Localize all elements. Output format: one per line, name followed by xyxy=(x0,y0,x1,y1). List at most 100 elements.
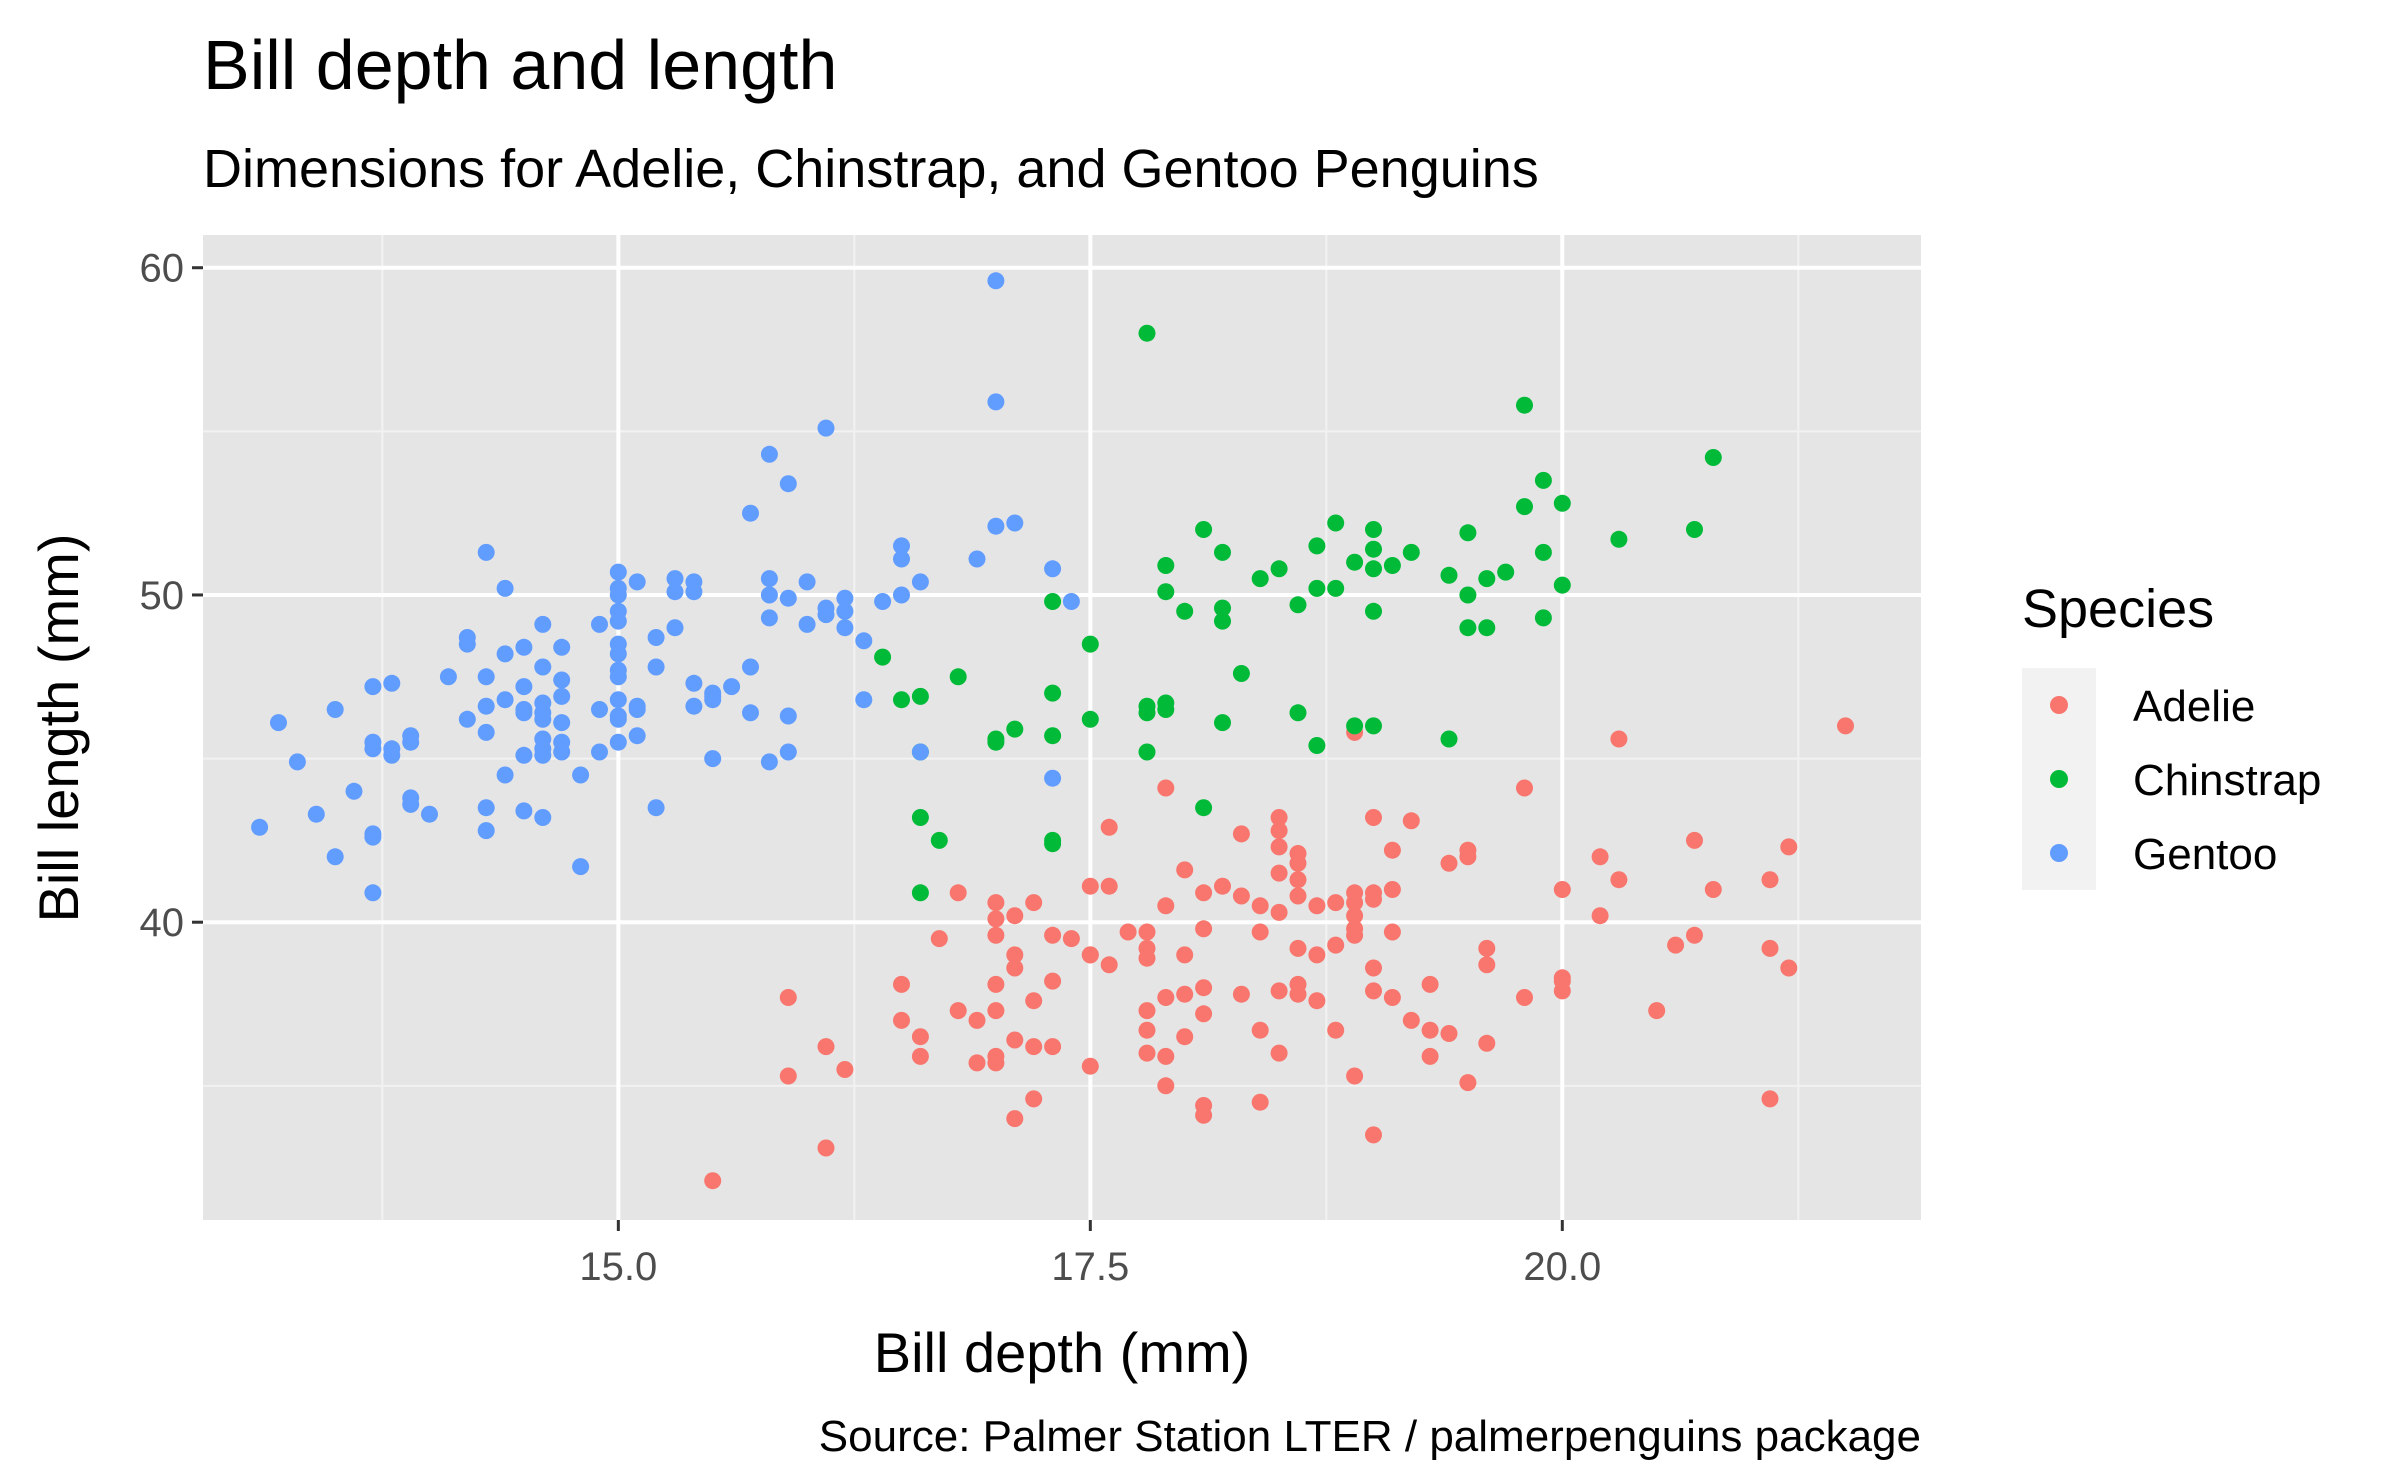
chinstrap-point-20 xyxy=(1138,704,1156,722)
gentoo-point-3 xyxy=(307,805,325,823)
gentoo-point-122 xyxy=(987,272,1005,290)
adelie-point-102 xyxy=(1346,894,1364,912)
gentoo-point-123 xyxy=(987,393,1005,411)
adelie-point-116 xyxy=(1761,939,1779,957)
chinstrap-point-30 xyxy=(1214,599,1231,617)
gentoo-point-105 xyxy=(798,573,816,591)
chinstrap-point-23 xyxy=(1157,583,1175,601)
adelie-point-61 xyxy=(1478,939,1496,957)
gentoo-point-27 xyxy=(477,697,495,715)
gentoo-point-0 xyxy=(251,818,269,836)
gentoo-point-2 xyxy=(288,753,306,771)
adelie-point-130 xyxy=(1440,854,1458,872)
gentoo-point-106 xyxy=(798,615,816,633)
gentoo-point-59 xyxy=(591,701,608,718)
adelie-point-115 xyxy=(1686,926,1703,944)
adelie-point-32 xyxy=(779,989,797,1006)
adelie-point-12 xyxy=(911,1028,929,1046)
chinstrap-point-18 xyxy=(1138,324,1156,342)
adelie-point-34 xyxy=(893,1011,910,1029)
gentoo-point-33 xyxy=(496,691,514,709)
gentoo-point-94 xyxy=(742,658,759,676)
adelie-point-85 xyxy=(1176,946,1194,964)
adelie-point-37 xyxy=(987,975,1005,993)
adelie-point-58 xyxy=(1383,989,1401,1006)
adelie-point-117 xyxy=(1780,959,1798,977)
adelie-point-133 xyxy=(1516,779,1533,797)
minor-grid xyxy=(203,235,1921,1220)
gentoo-point-26 xyxy=(477,668,495,686)
gentoo-point-110 xyxy=(836,589,854,607)
gentoo-point-50 xyxy=(553,638,571,656)
chinstrap-point-26 xyxy=(1176,602,1194,620)
adelie-point-51 xyxy=(1251,1021,1269,1039)
adelie-point-100 xyxy=(1327,936,1345,954)
legend-key-adelie xyxy=(2050,696,2068,714)
gentoo-point-36 xyxy=(515,678,533,696)
adelie-point-23 xyxy=(1157,1077,1175,1095)
adelie-point-43 xyxy=(1100,956,1118,974)
chinstrap-point-22 xyxy=(1157,557,1175,574)
gentoo-point-56 xyxy=(572,766,590,784)
gentoo-point-25 xyxy=(477,543,495,561)
adelie-point-138 xyxy=(1686,831,1703,849)
adelie-point-54 xyxy=(1289,975,1307,993)
chinstrap-point-28 xyxy=(1195,799,1213,817)
adelie-point-89 xyxy=(1232,887,1250,905)
chinstrap-point-44 xyxy=(1346,717,1364,735)
adelie-point-121 xyxy=(1270,838,1288,856)
adelie-point-84 xyxy=(1176,861,1194,879)
gentoo-point-98 xyxy=(760,586,778,604)
adelie-point-55 xyxy=(1308,992,1326,1010)
adelie-point-20 xyxy=(1081,1057,1099,1075)
chinstrap-point-0 xyxy=(874,648,892,666)
chinstrap-point-53 xyxy=(1440,730,1458,748)
gentoo-point-57 xyxy=(572,858,590,876)
legend-items: Adelie Chinstrap Gentoo xyxy=(2050,682,2321,879)
gentoo-point-12 xyxy=(364,884,382,902)
adelie-point-79 xyxy=(1100,877,1118,895)
adelie-point-132 xyxy=(1459,841,1477,859)
gentoo-point-48 xyxy=(534,746,552,764)
adelie-point-134 xyxy=(1553,881,1571,898)
chinstrap-point-50 xyxy=(1383,557,1401,574)
y-axis-title: Bill length (mm) xyxy=(27,534,90,923)
gentoo-point-63 xyxy=(609,563,627,581)
chart-subtitle: Dimensions for Adelie, Chinstrap, and Ge… xyxy=(203,139,1539,199)
adelie-point-113 xyxy=(1591,907,1609,925)
chinstrap-point-49 xyxy=(1365,717,1382,735)
gentoo-point-1 xyxy=(270,714,287,732)
adelie-point-110 xyxy=(1383,923,1401,941)
gentoo-point-13 xyxy=(383,674,401,692)
gentoo-point-52 xyxy=(553,687,571,705)
chinstrap-point-58 xyxy=(1478,619,1496,637)
chinstrap-point-69 xyxy=(1704,449,1722,466)
x-tick-label-2: 20.0 xyxy=(1523,1245,1601,1289)
gentoo-point-125 xyxy=(1006,514,1024,532)
adelie-point-86 xyxy=(1195,884,1213,902)
gentoo-point-85 xyxy=(685,583,703,601)
chinstrap-point-7 xyxy=(949,668,967,686)
gentoo-point-15 xyxy=(383,746,401,764)
adelie-point-41 xyxy=(1044,972,1062,990)
adelie-point-90 xyxy=(1251,897,1269,915)
gentoo-point-128 xyxy=(1062,593,1080,610)
gentoo-point-120 xyxy=(911,573,929,591)
gentoo-point-96 xyxy=(760,445,778,463)
gentoo-point-117 xyxy=(893,550,910,568)
chart-title: Bill depth and length xyxy=(203,26,837,104)
adelie-point-128 xyxy=(1383,841,1401,859)
gentoo-point-17 xyxy=(402,733,420,751)
adelie-point-22 xyxy=(1138,1021,1156,1039)
gentoo-point-24 xyxy=(458,710,476,728)
gentoo-point-69 xyxy=(609,691,627,709)
gentoo-point-121 xyxy=(968,550,986,568)
chinstrap-point-38 xyxy=(1308,537,1326,555)
adelie-point-18 xyxy=(1025,1038,1043,1056)
x-tick-label-0: 15.0 xyxy=(579,1245,657,1289)
chinstrap-point-43 xyxy=(1346,553,1364,571)
chinstrap-point-4 xyxy=(911,809,929,826)
adelie-point-67 xyxy=(930,930,948,948)
gentoo-point-99 xyxy=(760,609,778,627)
gentoo-point-77 xyxy=(628,727,646,745)
